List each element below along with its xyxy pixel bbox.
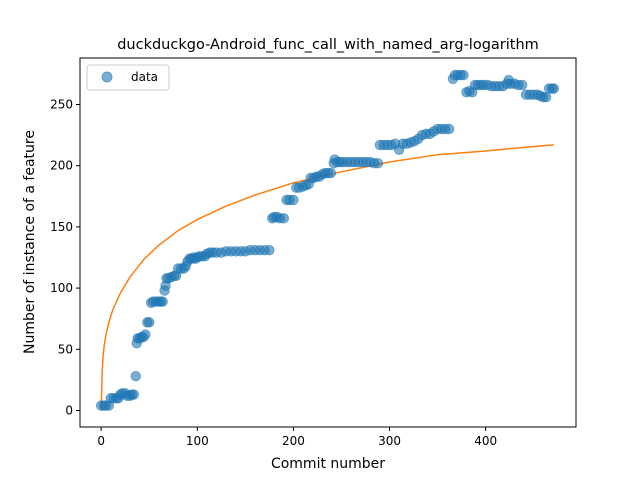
data-point [325,167,337,179]
data-point [288,194,299,206]
x-tick-label: 400 [474,434,497,448]
data-point [128,389,140,400]
y-tick-label: 100 [50,281,73,295]
x-axis-label: Commit number [271,456,385,472]
y-tick-label: 150 [50,220,73,234]
y-tick-label: 50 [58,342,73,356]
data-point [157,296,168,307]
data-point [516,79,528,91]
data-point [548,83,560,94]
y-tick-label: 250 [50,98,73,112]
y-axis-ticks: 0 50 100 150 200 250 [50,98,80,417]
y-tick-label: 0 [65,403,73,417]
fit-curve [100,144,554,411]
data-point [541,91,552,103]
data-point [140,329,151,340]
data-point [443,123,455,135]
fit-layer [100,144,554,411]
data-points [95,69,560,411]
legend-label: data [131,70,158,84]
legend: data [86,64,170,91]
legend-box [86,64,170,91]
data-point [458,69,469,81]
data-point [278,213,289,224]
data-point [372,158,384,169]
axes-frame [79,57,577,428]
y-tick-label: 200 [50,159,73,173]
chart-title: duckduckgo-Android_func_call_with_named_… [117,37,539,53]
x-tick-label: 200 [282,434,305,448]
x-tick-label: 300 [378,434,401,448]
legend-marker [101,71,113,83]
x-tick-label: 0 [97,434,105,448]
x-axis-ticks: 0 100 200 300 400 [97,427,497,448]
data-point [264,244,275,256]
data-point [130,371,141,382]
x-tick-label: 100 [186,434,209,448]
y-axis-label: Number of instance of a feature [22,130,38,354]
plot-area [80,58,576,427]
data-point [144,317,155,328]
